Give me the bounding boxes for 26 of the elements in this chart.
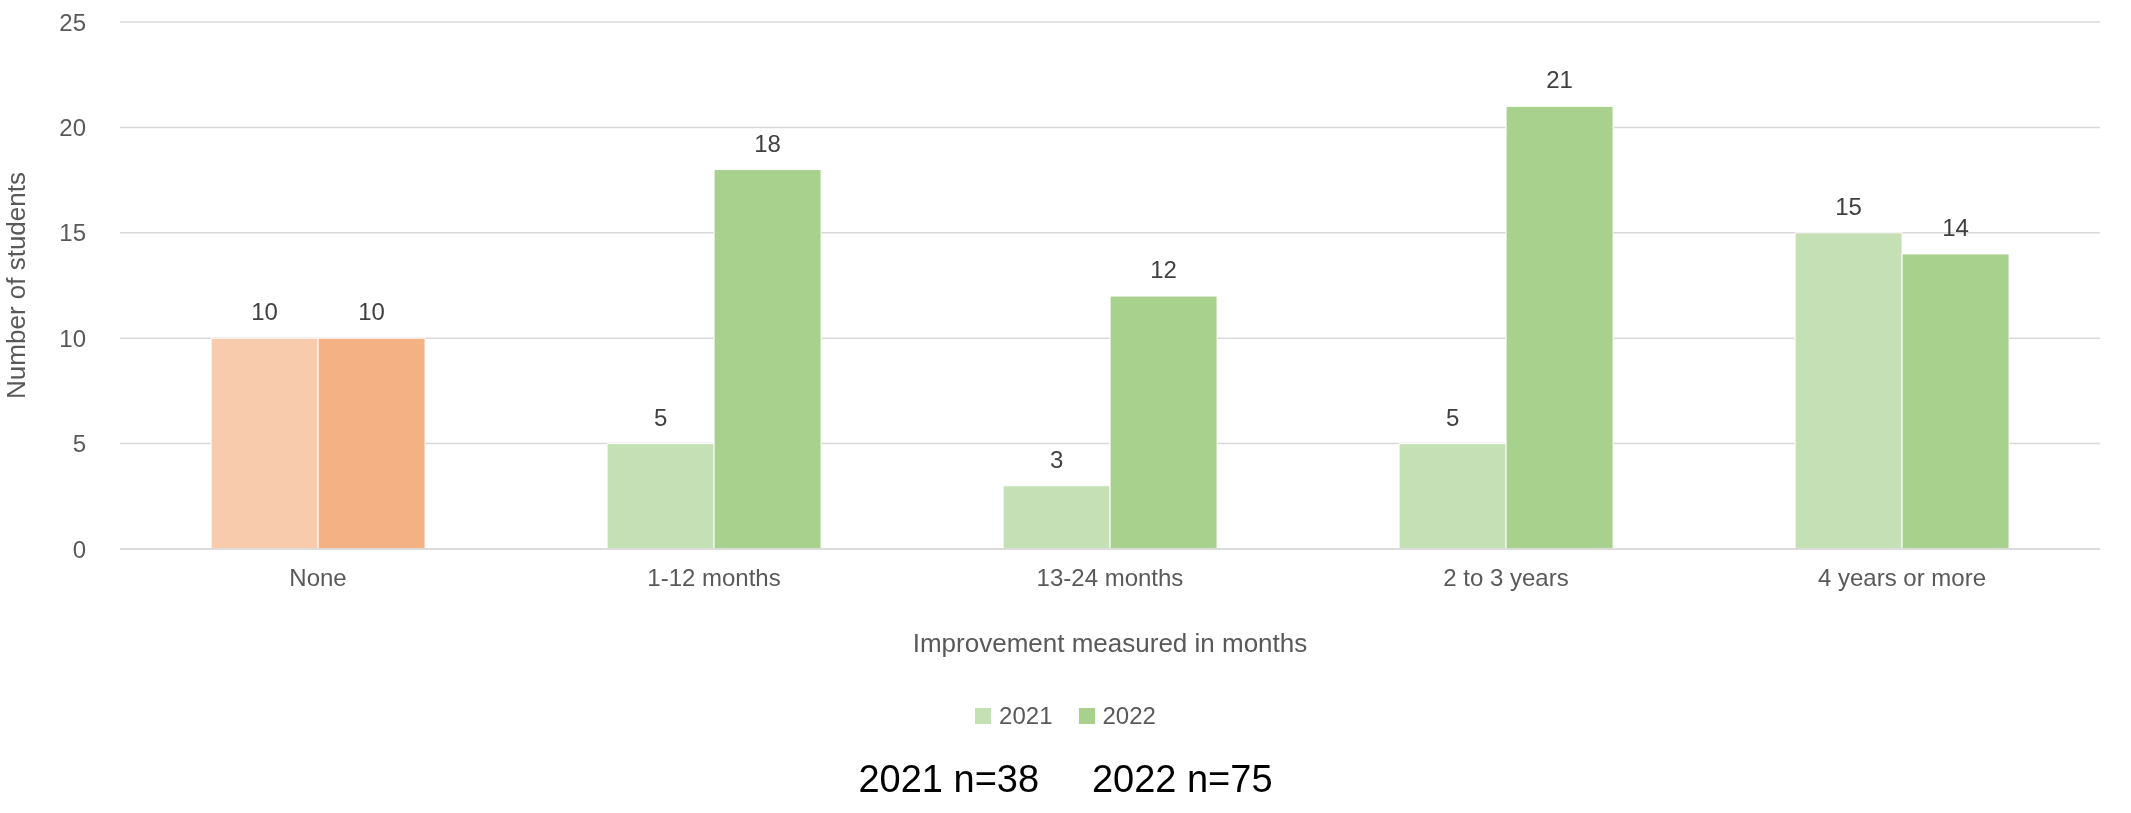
data-label: 14 bbox=[1942, 213, 1969, 241]
data-label: 18 bbox=[754, 129, 781, 157]
data-label: 5 bbox=[1445, 403, 1460, 431]
x-tick-label: 13-24 months bbox=[1036, 564, 1184, 592]
x-tick-label: 4 years or more bbox=[1817, 564, 1987, 592]
y-tick-label: 15 bbox=[59, 219, 86, 247]
data-label: 5 bbox=[653, 403, 668, 431]
data-label: 12 bbox=[1150, 256, 1177, 284]
y-tick-label: 25 bbox=[59, 8, 86, 36]
y-tick-label: 20 bbox=[59, 113, 86, 141]
data-label: 3 bbox=[1049, 445, 1064, 473]
y-tick-label: 10 bbox=[59, 324, 86, 352]
y-tick-label: 0 bbox=[72, 535, 86, 563]
y-axis-title: Number of students bbox=[1, 172, 32, 399]
y-tick-label: 5 bbox=[72, 430, 86, 458]
x-tick-label: 1-12 months bbox=[647, 564, 781, 592]
text: 2021 n=38 2022 n=75 bbox=[857, 758, 1274, 801]
data-label: 15 bbox=[1835, 192, 1862, 220]
data-label: 10 bbox=[251, 298, 278, 326]
x-tick-label: 2 to 3 years bbox=[1443, 564, 1569, 592]
data-label: 21 bbox=[1546, 66, 1573, 94]
data-label: 10 bbox=[358, 298, 385, 326]
x-axis-title: Improvement measured in months bbox=[912, 628, 1308, 658]
legend-label: 2021 bbox=[999, 702, 1053, 730]
x-tick-label: None bbox=[289, 564, 347, 592]
legend-label: 2022 bbox=[1102, 702, 1156, 730]
